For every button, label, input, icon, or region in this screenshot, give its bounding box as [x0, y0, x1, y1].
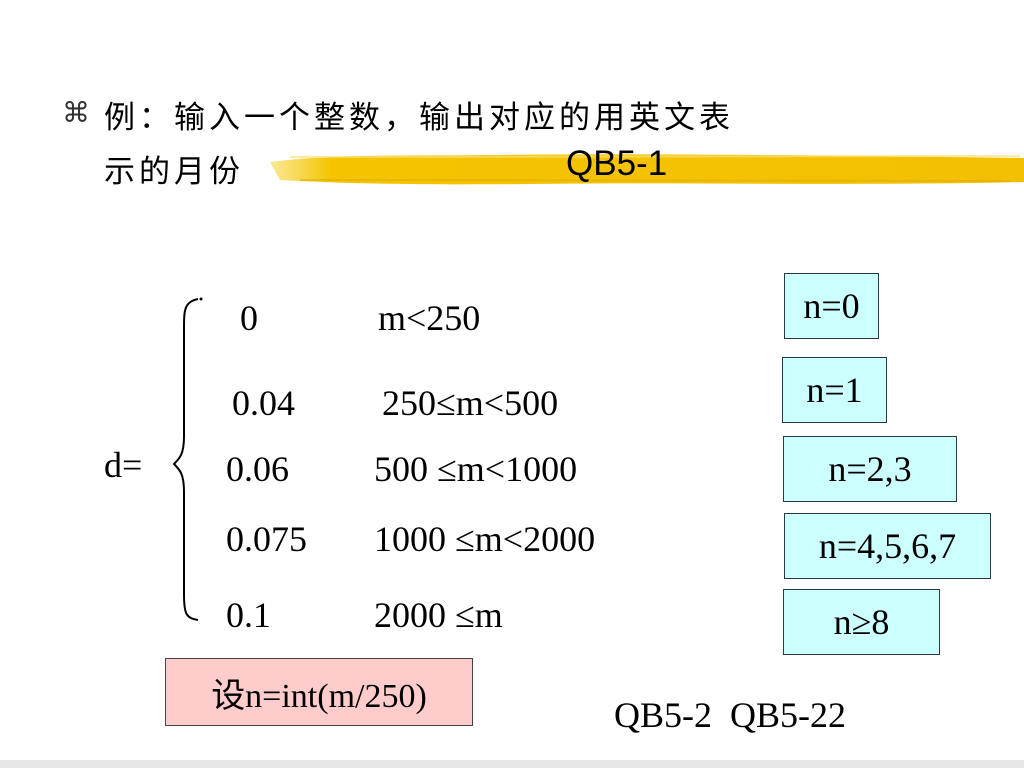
hint-box: 设n=int(m/250) — [165, 658, 473, 726]
formula-lhs: d= — [104, 445, 143, 485]
rate-condition: 1000 ≤m<2000 — [374, 519, 596, 559]
rate-condition: 250≤m<500 — [382, 383, 559, 423]
n-box: n=2,3 — [783, 436, 957, 502]
slide-footer-strip — [0, 760, 1024, 768]
exercise-code: QB5-1 — [566, 144, 668, 183]
title-line-2: 示的月份 — [104, 154, 244, 190]
n-box: n=0 — [784, 273, 879, 339]
n-box: n=4,5,6,7 — [784, 513, 991, 579]
rate-value: 0.075 — [226, 519, 307, 559]
rate-value: 0 — [240, 298, 258, 338]
rate-value: 0.06 — [226, 449, 289, 489]
reference-codes: QB5-2 QB5-22 — [614, 695, 846, 735]
rate-value: 0.04 — [232, 383, 295, 423]
n-box: n=1 — [782, 357, 887, 423]
rate-condition: m<250 — [378, 298, 481, 338]
highlight-stroke — [270, 154, 1024, 185]
rate-value: 0.1 — [226, 595, 271, 635]
rate-condition: 2000 ≤m — [374, 595, 503, 635]
bullet-icon: ⌘ — [62, 96, 90, 129]
n-box: n≥8 — [783, 589, 940, 655]
rate-condition: 500 ≤m<1000 — [374, 449, 578, 489]
title-line-1: 例：输入一个整数，输出对应的用英文表 — [104, 100, 734, 136]
curly-brace — [172, 297, 203, 621]
